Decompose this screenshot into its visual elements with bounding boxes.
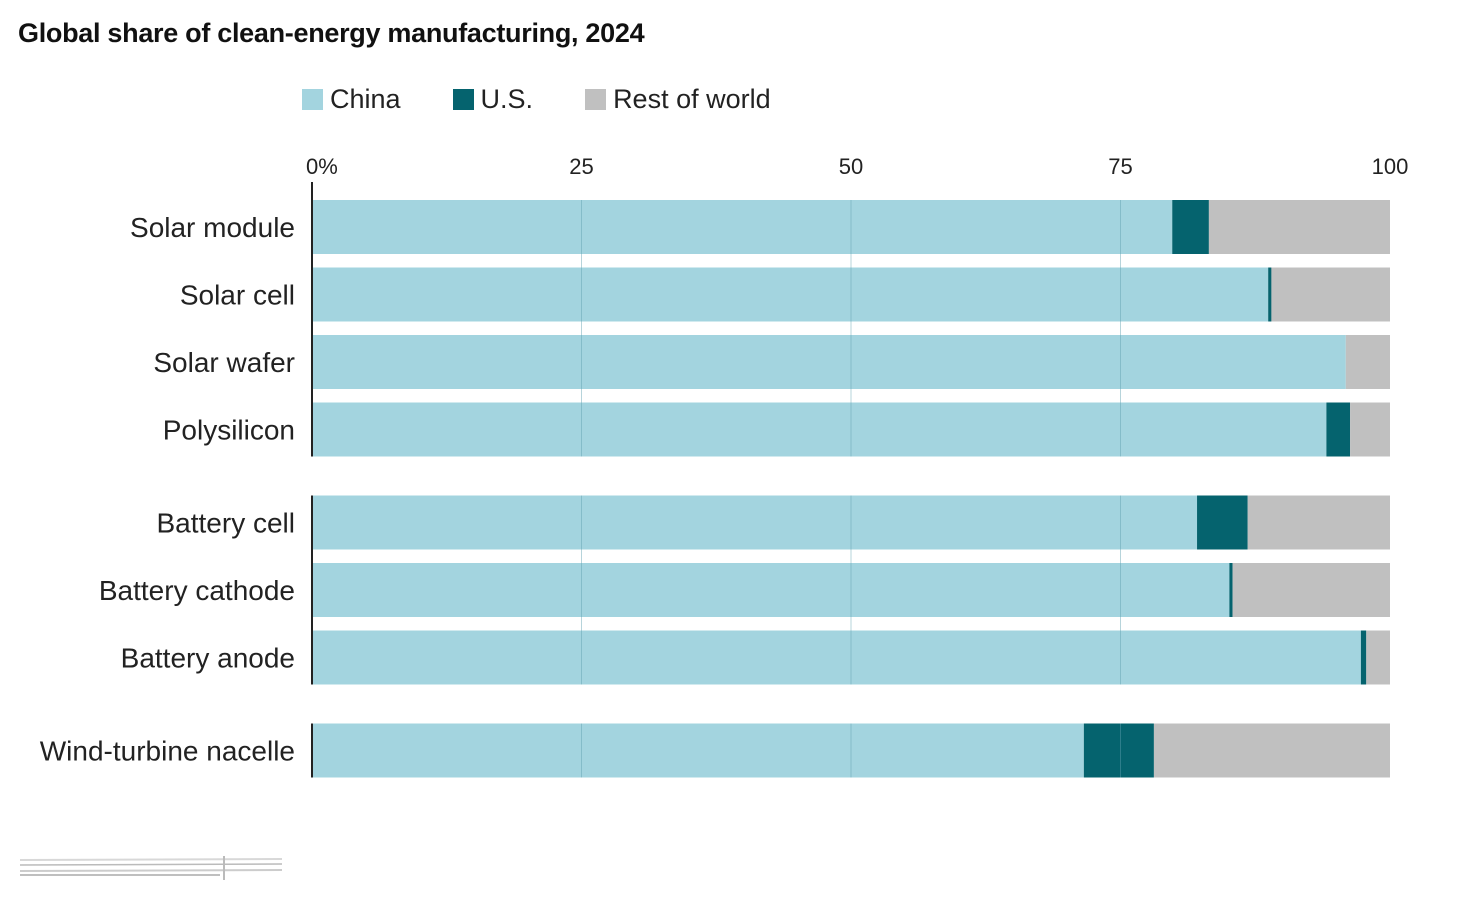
- bar-solar-wafer-rest-of-world: [1345, 335, 1390, 389]
- category-label-polysilicon: Polysilicon: [163, 415, 295, 446]
- bar-solar-cell-china: [312, 267, 1269, 322]
- legend-item-rest-of-world: Rest of world: [585, 84, 771, 115]
- category-label-solar-wafer: Solar wafer: [153, 347, 295, 378]
- legend: China U.S. Rest of world: [302, 84, 771, 115]
- bar-solar-module-rest-of-world: [1208, 200, 1390, 254]
- legend-swatch-rest-of-world: [585, 89, 607, 110]
- bar-solar-module-u-s: [1172, 200, 1209, 254]
- bar-polysilicon-u-s: [1326, 402, 1351, 457]
- x-tick-label-25: 25: [569, 154, 593, 179]
- bar-battery-cell-u-s: [1197, 495, 1248, 550]
- bar-battery-anode-china: [312, 630, 1361, 685]
- bar-wind-turbine-nacelle-rest-of-world: [1153, 723, 1390, 778]
- category-label-battery-anode: Battery anode: [121, 643, 295, 674]
- bar-solar-module-china: [312, 200, 1173, 254]
- x-tick-label-75: 75: [1108, 154, 1132, 179]
- bar-battery-cathode-rest-of-world: [1232, 563, 1390, 617]
- legend-item-china: China: [302, 84, 401, 115]
- bar-battery-cell-china: [312, 495, 1198, 550]
- category-label-battery-cell: Battery cell: [157, 508, 296, 539]
- category-label-battery-cathode: Battery cathode: [99, 575, 295, 606]
- legend-label-china: China: [330, 84, 401, 114]
- bar-battery-cathode-china: [312, 563, 1230, 617]
- bar-solar-wafer-china: [312, 335, 1346, 389]
- bar-battery-cell-rest-of-world: [1247, 495, 1390, 550]
- legend-swatch-china: [302, 89, 323, 110]
- chart-title: Global share of clean-energy manufacturi…: [18, 18, 645, 48]
- category-label-wind-turbine-nacelle: Wind-turbine nacelle: [40, 736, 295, 767]
- bar-wind-turbine-nacelle-u-s: [1083, 723, 1154, 778]
- bar-polysilicon-rest-of-world: [1350, 402, 1390, 457]
- x-tick-label-50: 50: [839, 154, 863, 179]
- bar-wind-turbine-nacelle-china: [312, 723, 1084, 778]
- bar-solar-cell-u-s: [1268, 267, 1272, 322]
- bar-solar-cell-rest-of-world: [1271, 267, 1390, 322]
- category-label-solar-cell: Solar cell: [180, 280, 295, 311]
- source-logo-mark: [20, 856, 282, 880]
- bar-battery-anode-u-s: [1360, 630, 1367, 685]
- bar-polysilicon-china: [312, 402, 1327, 457]
- x-tick-label-0: 0%: [306, 154, 338, 179]
- legend-item-us: U.S.: [452, 84, 534, 115]
- bar-battery-anode-rest-of-world: [1366, 630, 1390, 685]
- legend-label-rest-of-world: Rest of world: [613, 84, 771, 114]
- legend-swatch-us: [452, 89, 474, 110]
- legend-label-us: U.S.: [480, 84, 534, 114]
- bar-battery-cathode-u-s: [1229, 563, 1233, 617]
- category-label-solar-module: Solar module: [130, 212, 295, 243]
- x-tick-label-100: 100: [1372, 154, 1409, 179]
